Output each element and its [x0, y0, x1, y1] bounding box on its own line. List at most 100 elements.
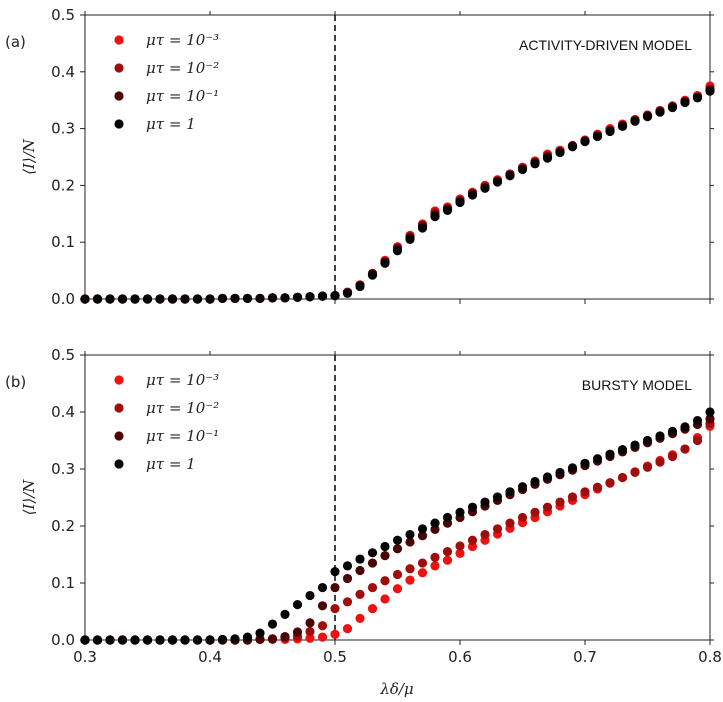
- data-point: [105, 294, 115, 304]
- y-tick-label: 0.0: [51, 631, 75, 649]
- data-point: [692, 93, 703, 103]
- data-point: [555, 147, 565, 158]
- y-tick-label: 0.4: [51, 403, 75, 421]
- data-point: [505, 518, 515, 528]
- data-point: [405, 564, 415, 574]
- data-point: [292, 292, 303, 302]
- data-point: [392, 544, 403, 554]
- data-point: [542, 502, 553, 512]
- data-point: [630, 116, 640, 126]
- data-point: [530, 159, 540, 169]
- data-point: [342, 288, 353, 298]
- legend-marker: [114, 63, 124, 73]
- data-point: [355, 613, 365, 623]
- legend-marker: [114, 403, 124, 413]
- data-point: [242, 632, 253, 642]
- data-point: [555, 467, 565, 478]
- data-point: [667, 451, 678, 462]
- data-point: [405, 537, 415, 547]
- data-point: [317, 632, 328, 642]
- plot-frame: [84, 354, 711, 641]
- data-point: [292, 600, 303, 610]
- y-axis-label: ⟨I⟩/N: [20, 138, 38, 175]
- data-point: [467, 502, 478, 512]
- data-point: [655, 457, 665, 467]
- data-point: [367, 548, 378, 558]
- data-point: [342, 624, 353, 634]
- data-point: [117, 635, 128, 645]
- data-point: [442, 555, 453, 565]
- y-tick-label: 0.2: [51, 517, 75, 535]
- data-point: [205, 294, 215, 304]
- data-point: [242, 293, 253, 304]
- data-point: [655, 431, 665, 441]
- data-point: [155, 635, 165, 645]
- data-point: [192, 635, 203, 645]
- data-point: [230, 293, 240, 304]
- legend-marker: [114, 35, 124, 45]
- data-point: [317, 621, 328, 631]
- legend-label: μτ = 1: [146, 455, 196, 473]
- data-point: [567, 492, 578, 502]
- data-point: [255, 293, 265, 304]
- y-tick-label: 0.1: [51, 574, 75, 592]
- x-axis-label: λδ/μ: [379, 680, 413, 698]
- data-point: [680, 444, 690, 454]
- data-point: [117, 294, 128, 304]
- data-point: [330, 582, 340, 593]
- data-point: [367, 582, 378, 593]
- y-tick-label: 0.5: [51, 6, 75, 24]
- data-point: [592, 131, 603, 142]
- y-tick-label: 0.3: [51, 460, 75, 478]
- data-point: [642, 462, 653, 472]
- panel-label: (b): [5, 373, 26, 391]
- y-tick-label: 0.5: [51, 346, 75, 364]
- data-point: [542, 153, 553, 163]
- legend-label: μτ = 10⁻²: [146, 59, 219, 77]
- data-point: [355, 281, 365, 292]
- data-point: [342, 561, 353, 571]
- data-point: [230, 634, 240, 644]
- data-point: [367, 270, 378, 280]
- data-point: [342, 573, 353, 584]
- data-point: [680, 97, 690, 108]
- data-point: [630, 440, 640, 450]
- data-point: [292, 627, 303, 637]
- data-point: [642, 112, 653, 122]
- data-point: [80, 635, 90, 645]
- data-point: [405, 234, 415, 244]
- data-point: [692, 435, 703, 446]
- x-tick-label: 0.4: [198, 648, 222, 666]
- plot-frame: [84, 14, 711, 300]
- data-point: [442, 547, 453, 557]
- data-point: [642, 435, 653, 446]
- data-point: [317, 601, 328, 611]
- legend-label: μτ = 10⁻²: [146, 399, 219, 417]
- data-point: [330, 290, 340, 301]
- data-point: [517, 164, 528, 175]
- data-point: [305, 633, 315, 643]
- data-point: [480, 529, 490, 540]
- data-point: [592, 454, 603, 464]
- x-tick-label: 0.8: [698, 648, 722, 666]
- y-tick-label: 0.3: [51, 120, 75, 138]
- panel-a: 0.0 0.1 0.2 0.3 0.4 0.5 ⟨I⟩/N (a) ACTIVITY-DRIVE…: [5, 6, 715, 308]
- data-point: [130, 635, 140, 645]
- data-point: [417, 568, 428, 578]
- data-point: [255, 628, 265, 638]
- data-point: [217, 634, 228, 645]
- data-point: [605, 126, 615, 137]
- data-point: [417, 558, 428, 568]
- data-point: [530, 507, 540, 517]
- model-annotation: ACTIVITY-DRIVEN MODEL: [519, 37, 692, 53]
- y-tick-label: 0.0: [51, 290, 75, 308]
- data-point: [605, 478, 615, 488]
- data-point: [180, 294, 190, 304]
- data-point: [330, 604, 340, 614]
- x-tick-label: 0.5: [323, 648, 347, 666]
- data-point: [667, 426, 678, 436]
- data-point: [667, 102, 678, 113]
- data-point: [305, 626, 315, 637]
- x-tick-label: 0.6: [448, 648, 472, 666]
